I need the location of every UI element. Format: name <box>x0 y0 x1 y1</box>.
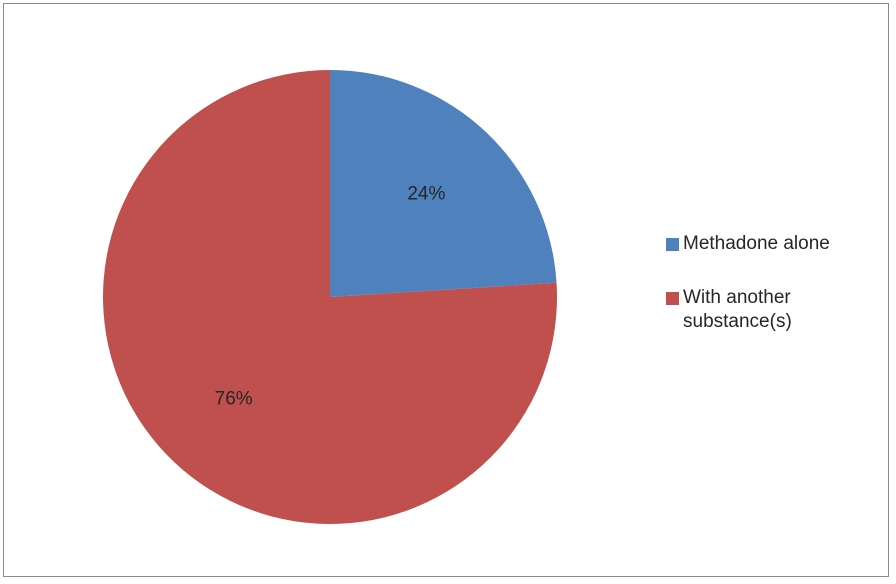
pie-slice-with-another-substance-s <box>102 70 557 524</box>
chart-frame: 24% 76% Methadone alone With another subs… <box>3 3 889 577</box>
pie-slices <box>102 70 557 524</box>
legend-item-with-another-substance: With another substance(s) <box>666 286 886 334</box>
pie-slice-methadone-alone <box>330 70 557 297</box>
pie-chart: 24% 76% <box>102 70 557 524</box>
data-label-methadone-alone: 24% <box>407 183 445 204</box>
data-label-with-another-substance-s: 76% <box>215 389 253 410</box>
legend-item-methadone-alone: Methadone alone <box>666 232 886 256</box>
legend-label-methadone-alone: Methadone alone <box>683 233 830 254</box>
legend: Methadone alone With another substance(s… <box>666 232 886 364</box>
pie-data-labels: 24% 76% <box>215 183 446 409</box>
legend-swatch-with-another-substance <box>666 292 679 305</box>
legend-label-with-another-substance: With another substance(s) <box>683 287 792 332</box>
legend-swatch-methadone-alone <box>666 238 679 251</box>
